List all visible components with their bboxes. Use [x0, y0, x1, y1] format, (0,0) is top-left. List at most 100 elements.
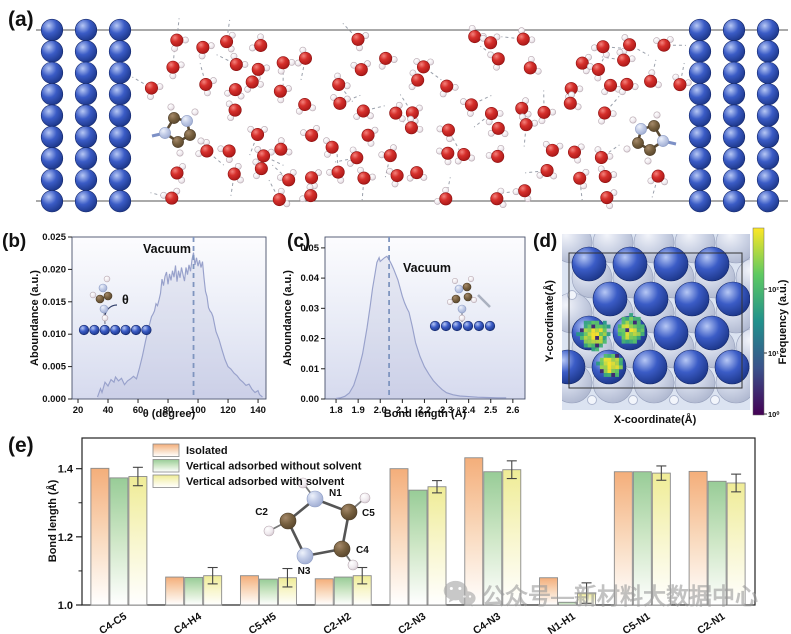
- oxygen-atom: [567, 145, 581, 159]
- panel-b-inset-molecule: [78, 275, 152, 336]
- bar-C4-N3-s2: [502, 469, 522, 606]
- oxygen-atom: [325, 140, 339, 154]
- surface-atoms: [562, 234, 750, 405]
- atom-label-C2: C2: [255, 507, 268, 518]
- hydrogen-atom: [89, 291, 97, 299]
- metal-atom: [722, 190, 746, 213]
- oxygen-atom: [166, 60, 180, 74]
- svg-text:140: 140: [250, 405, 266, 416]
- metal-atom: [722, 61, 746, 84]
- metal-atom: [440, 320, 452, 332]
- bar-C2-H2-s0: [314, 578, 334, 606]
- oxygen-atom: [523, 61, 537, 75]
- oxygen-atom: [600, 191, 614, 205]
- metal-atom: [473, 320, 485, 332]
- oxygen-atom: [379, 51, 393, 65]
- atom-label-C5: C5: [362, 508, 375, 519]
- hydrogen-atom: [470, 296, 477, 303]
- metal-atom: [756, 147, 780, 170]
- oxygen-atom: [272, 193, 286, 207]
- bar-C5-H5-s0: [239, 575, 259, 606]
- carbon-atom: [279, 512, 297, 530]
- svg-text:120: 120: [220, 405, 236, 416]
- oxygen-atom: [518, 184, 532, 198]
- bar-C2-N3-s0: [389, 468, 409, 606]
- category-label-C2-N1: C2-N1: [695, 610, 727, 634]
- panel-d-position-heatmap: 10² 10¹ 10⁰: [562, 227, 780, 419]
- oxygen-atom: [354, 63, 368, 77]
- hydrogen-atom: [644, 157, 652, 165]
- panel-e-y-axis-label: Bond length (Å): [46, 479, 59, 562]
- metal-atom: [74, 18, 98, 42]
- metal-atom: [688, 61, 712, 84]
- category-label-C4-C5: C4-C5: [97, 610, 129, 634]
- metal-atom: [756, 18, 780, 42]
- metal-atom: [756, 40, 780, 63]
- bar-C4-N3-s0: [464, 457, 484, 606]
- oxygen-atom: [573, 171, 587, 185]
- top-metal-atom: [694, 315, 730, 351]
- metal-atom: [722, 104, 746, 127]
- panel-e-legend: Isolated Vertical adsorbed without solve…: [152, 443, 362, 488]
- oxygen-atom: [228, 103, 242, 117]
- metal-atom: [108, 147, 132, 170]
- oxygen-atom: [254, 38, 268, 52]
- oxygen-atom: [516, 32, 530, 46]
- nitrogen-atom: [657, 135, 669, 147]
- svg-text:1.9: 1.9: [352, 405, 365, 416]
- svg-text:10²: 10²: [768, 285, 779, 294]
- bar-N1-H1-s0: [539, 577, 559, 606]
- metal-atom: [756, 168, 780, 191]
- oxygen-atom: [545, 143, 559, 157]
- water-molecules: [144, 24, 692, 210]
- legend-swatch-without-solvent: [152, 459, 180, 473]
- bar-C5-N1-s1: [632, 471, 652, 606]
- category-label-C2-H2: C2-H2: [321, 610, 353, 634]
- svg-text:60: 60: [133, 405, 144, 416]
- metal-atom: [78, 324, 90, 336]
- panel-c-label: (c): [287, 231, 310, 252]
- svg-text:0.010: 0.010: [42, 329, 66, 340]
- oxygen-atom: [361, 128, 375, 142]
- top-metal-atom: [674, 281, 710, 317]
- hydrogen-atom: [347, 559, 359, 571]
- top-metal-atom: [612, 246, 648, 282]
- panel-d-colorbar-label: Frequency (a.u.): [777, 279, 789, 364]
- top-metal-atom: [653, 246, 689, 282]
- panel-e-label: (e): [8, 434, 34, 457]
- metal-atom: [688, 104, 712, 127]
- hydrogen-atom: [359, 492, 371, 504]
- oxygen-atom: [257, 149, 271, 163]
- oxygen-atom: [484, 107, 498, 121]
- svg-text:0.00: 0.00: [301, 394, 320, 405]
- oxygen-atom: [245, 75, 259, 89]
- metal-atom: [108, 61, 132, 84]
- nitrogen-atom: [181, 115, 193, 127]
- svg-text:2.5: 2.5: [484, 405, 498, 416]
- oxygen-atom: [464, 98, 478, 112]
- oxygen-atom: [254, 162, 268, 176]
- oxygen-atom: [591, 62, 605, 76]
- oxygen-atom: [575, 56, 589, 70]
- svg-text:1.0: 1.0: [58, 600, 73, 612]
- adsorption-frequency-heatmap: [576, 313, 645, 377]
- metal-atom: [40, 40, 64, 63]
- metal-atom: [40, 147, 64, 170]
- oxygen-atom: [273, 84, 287, 98]
- panel-c-y-axis-label: Aboundance (a.u.): [282, 270, 294, 366]
- bar-C5-N1-s2: [651, 472, 671, 606]
- carbon-atom: [168, 112, 180, 124]
- adsorbed-imidazole-molecule: [623, 111, 677, 165]
- carbon-atom: [451, 294, 461, 304]
- hydrogen-atom: [467, 275, 474, 282]
- svg-text:2.0: 2.0: [374, 405, 387, 416]
- svg-text:1.8: 1.8: [329, 405, 342, 416]
- carbon-atom: [340, 503, 358, 521]
- metal-atom: [74, 104, 98, 127]
- metal-atom: [688, 83, 712, 106]
- svg-text:10⁰: 10⁰: [768, 410, 780, 419]
- oxygen-atom: [390, 169, 404, 183]
- bar-C2-N1-s2: [726, 482, 746, 606]
